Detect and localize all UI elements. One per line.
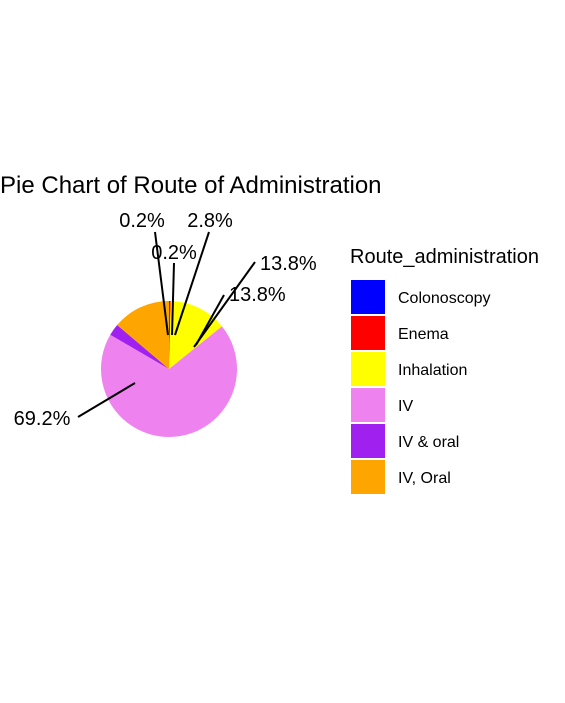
pie-slice-iv-oral	[117, 301, 169, 369]
legend-label: IV	[398, 398, 413, 415]
pie-slice-label: 0.2%	[119, 210, 165, 232]
pie-slice-inhalation	[169, 301, 222, 369]
legend-label: IV & oral	[398, 434, 459, 451]
pie-slice-label: 69.2%	[14, 408, 71, 430]
pie-slice-label: 0.2%	[151, 242, 197, 264]
legend-swatch	[351, 388, 385, 422]
legend-label: Inhalation	[398, 362, 467, 379]
pie-slice-iv-oral	[110, 325, 169, 369]
legend-swatch	[351, 460, 385, 494]
legend-swatch	[351, 424, 385, 458]
legend-label: Colonoscopy	[398, 290, 491, 307]
legend-label: IV, Oral	[398, 470, 451, 487]
legend: Colonoscopy Enema Inhalation IV IV & oral IV,…	[351, 280, 491, 494]
pie-slice-enema	[169, 301, 171, 369]
legend-swatch	[351, 316, 385, 350]
pie-label-leaders	[77, 231, 256, 418]
label-leader-line	[174, 231, 210, 336]
legend-swatch	[351, 280, 385, 314]
pie-slices	[101, 301, 238, 437]
pie-slice-colonoscopy	[169, 301, 170, 369]
pie-slice-labels: 0.2% 0.2% 13.8% 69.2% 2.8% 13.8%	[14, 210, 317, 430]
legend-swatch	[351, 352, 385, 386]
label-leader-line	[193, 261, 256, 348]
pie-slice-label: 13.8%	[229, 284, 286, 306]
label-leader-line	[77, 382, 136, 418]
label-leader-line	[154, 231, 169, 336]
pie-slice-iv	[101, 326, 238, 437]
legend-label: Enema	[398, 326, 449, 343]
label-leader-line	[171, 262, 175, 336]
pie-slice-label: 13.8%	[260, 253, 317, 275]
pie-slice-label: 2.8%	[187, 210, 233, 232]
legend-title: Route_administration	[350, 246, 539, 268]
chart-title: Pie Chart of Route of Administration	[0, 172, 382, 199]
